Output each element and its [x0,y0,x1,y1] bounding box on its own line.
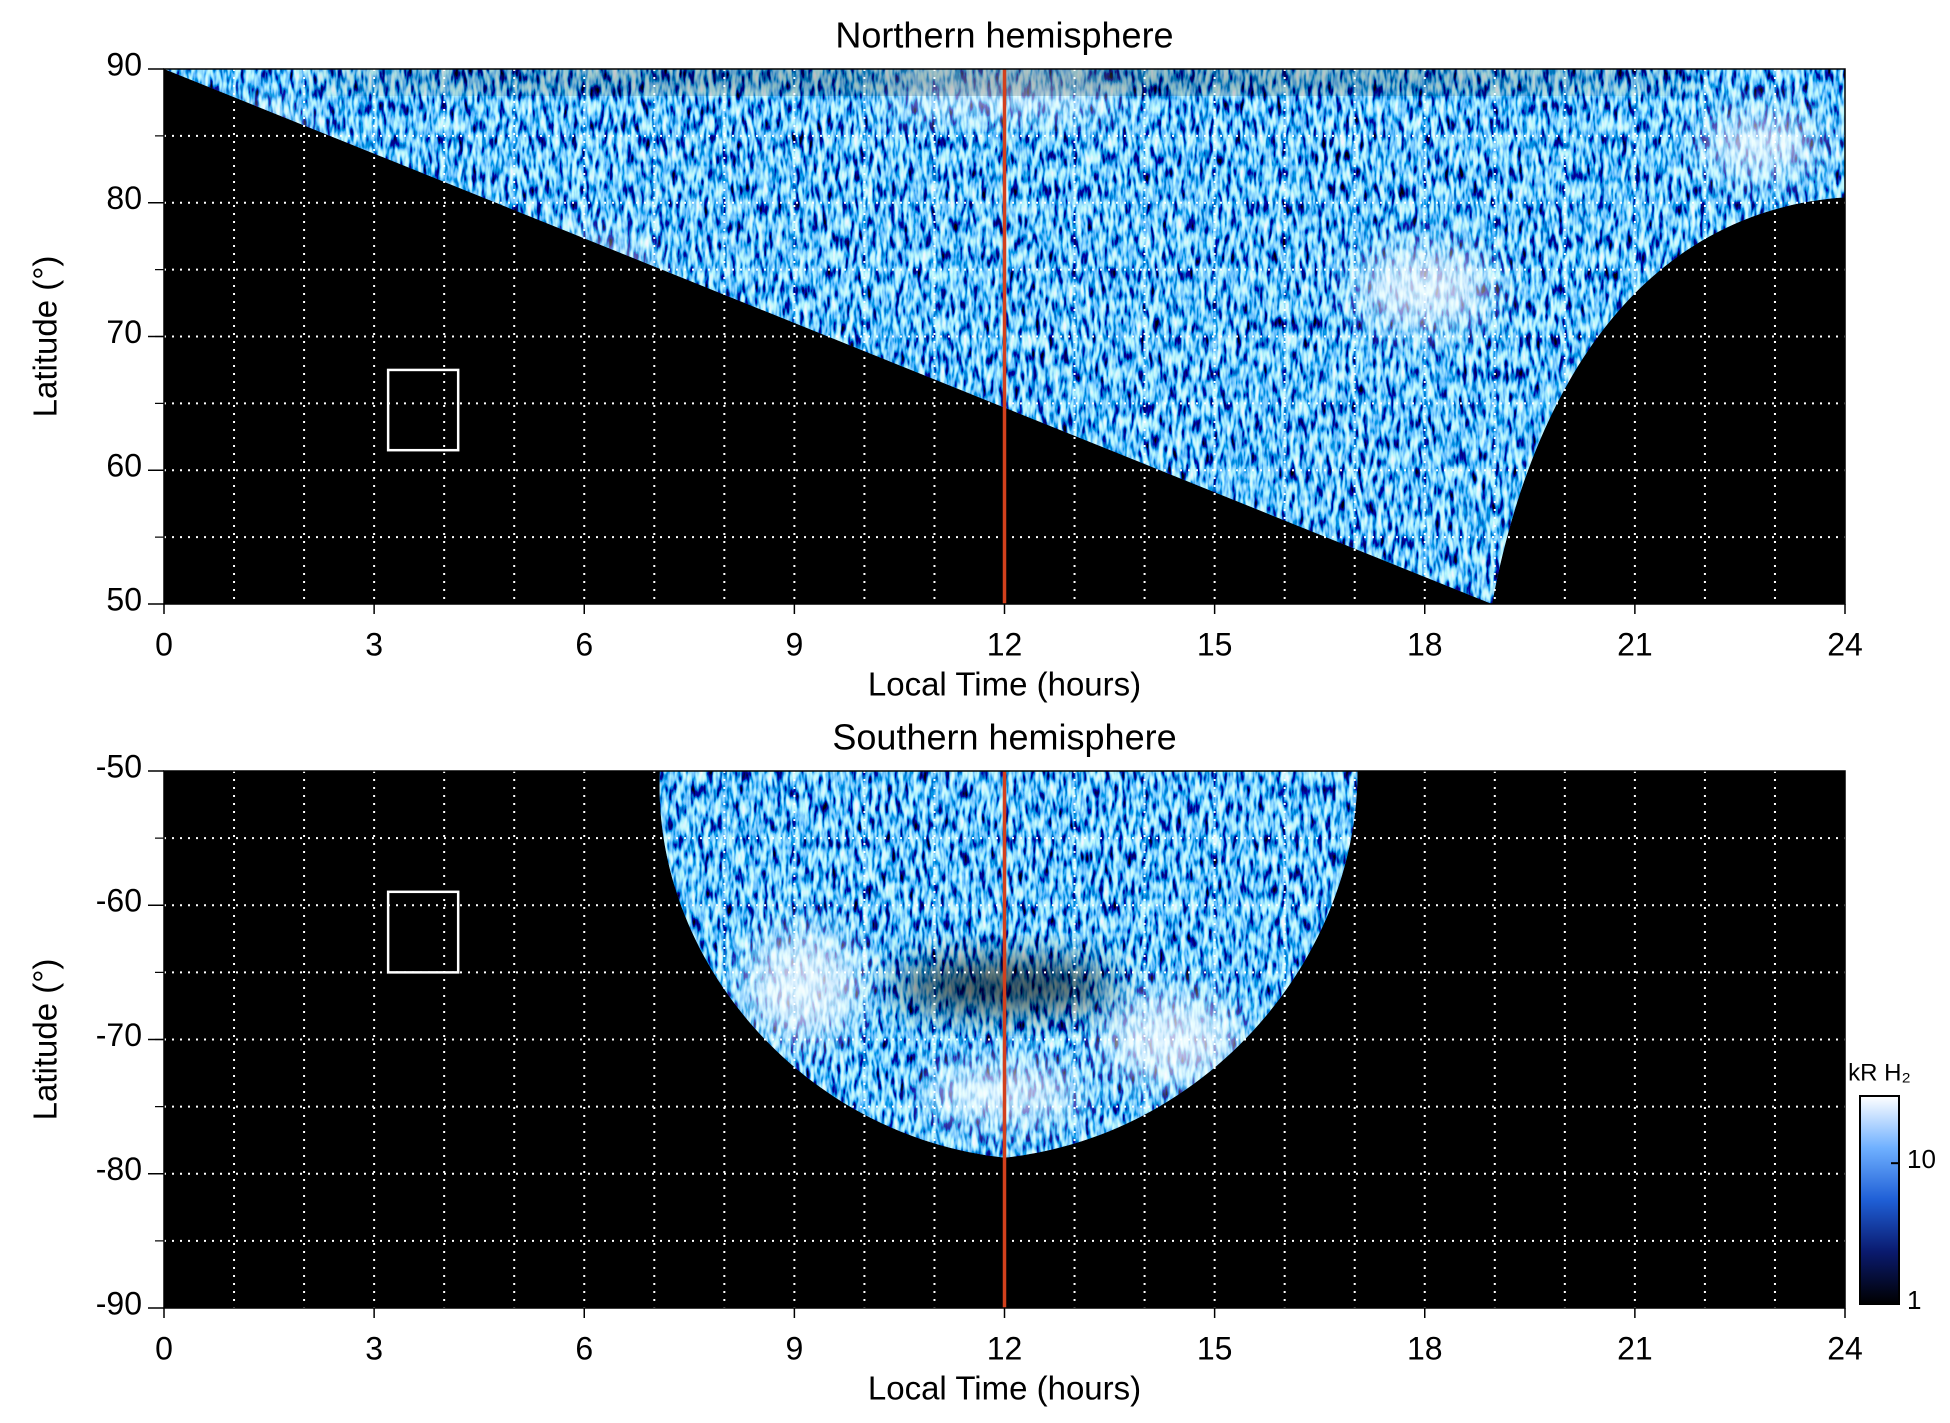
x-tick-label: 9 [785,1330,803,1366]
y-axis-title: Latitude (°) [27,256,64,418]
region-box [386,890,460,974]
colorbar-tick-label: 1 [1907,1285,1921,1315]
y-tick-label: 70 [106,314,142,350]
x-tick-label: 21 [1617,626,1653,662]
emission-bright [1700,113,1821,174]
y-tick-label: -90 [96,1285,142,1321]
y-tick-label: -60 [96,883,142,919]
emission-bright [742,930,863,1041]
x-tick-label: 15 [1197,1330,1233,1366]
x-axis-title: Local Time (hours) [868,1370,1141,1407]
colorbar-label: kR H₂ [1848,1059,1911,1086]
colorbar-tick-label: 10 [1907,1144,1936,1174]
y-tick-label: 80 [106,180,142,216]
x-tick-label: 3 [365,626,383,662]
y-tick-label: -80 [96,1151,142,1187]
colorbar [1859,1095,1900,1305]
x-tick-label: 3 [365,1330,383,1366]
chart-title: Southern hemisphere [832,717,1176,758]
x-tick-label: 0 [155,1330,173,1366]
x-tick-label: 12 [987,626,1023,662]
emission-bright [1354,248,1495,329]
region-box [386,368,460,452]
y-tick-label: 90 [106,46,142,82]
x-tick-label: 6 [575,1330,593,1366]
x-tick-label: 15 [1197,626,1233,662]
y-tick-label: 60 [106,448,142,484]
x-tick-label: 24 [1827,626,1863,662]
x-axis-title: Local Time (hours) [868,666,1141,703]
x-tick-label: 18 [1407,626,1443,662]
y-axis-title: Latitude (°) [27,959,64,1121]
y-tick-label: -70 [96,1017,142,1053]
y-tick-label: -50 [96,748,142,784]
x-tick-label: 24 [1827,1330,1863,1366]
chart-title: Northern hemisphere [835,15,1173,56]
x-tick-label: 9 [785,626,803,662]
x-tick-label: 6 [575,626,593,662]
x-tick-label: 12 [987,1330,1023,1366]
x-tick-label: 21 [1617,1330,1653,1366]
y-tick-label: 50 [106,581,142,617]
x-tick-label: 18 [1407,1330,1443,1366]
x-tick-label: 0 [155,626,173,662]
